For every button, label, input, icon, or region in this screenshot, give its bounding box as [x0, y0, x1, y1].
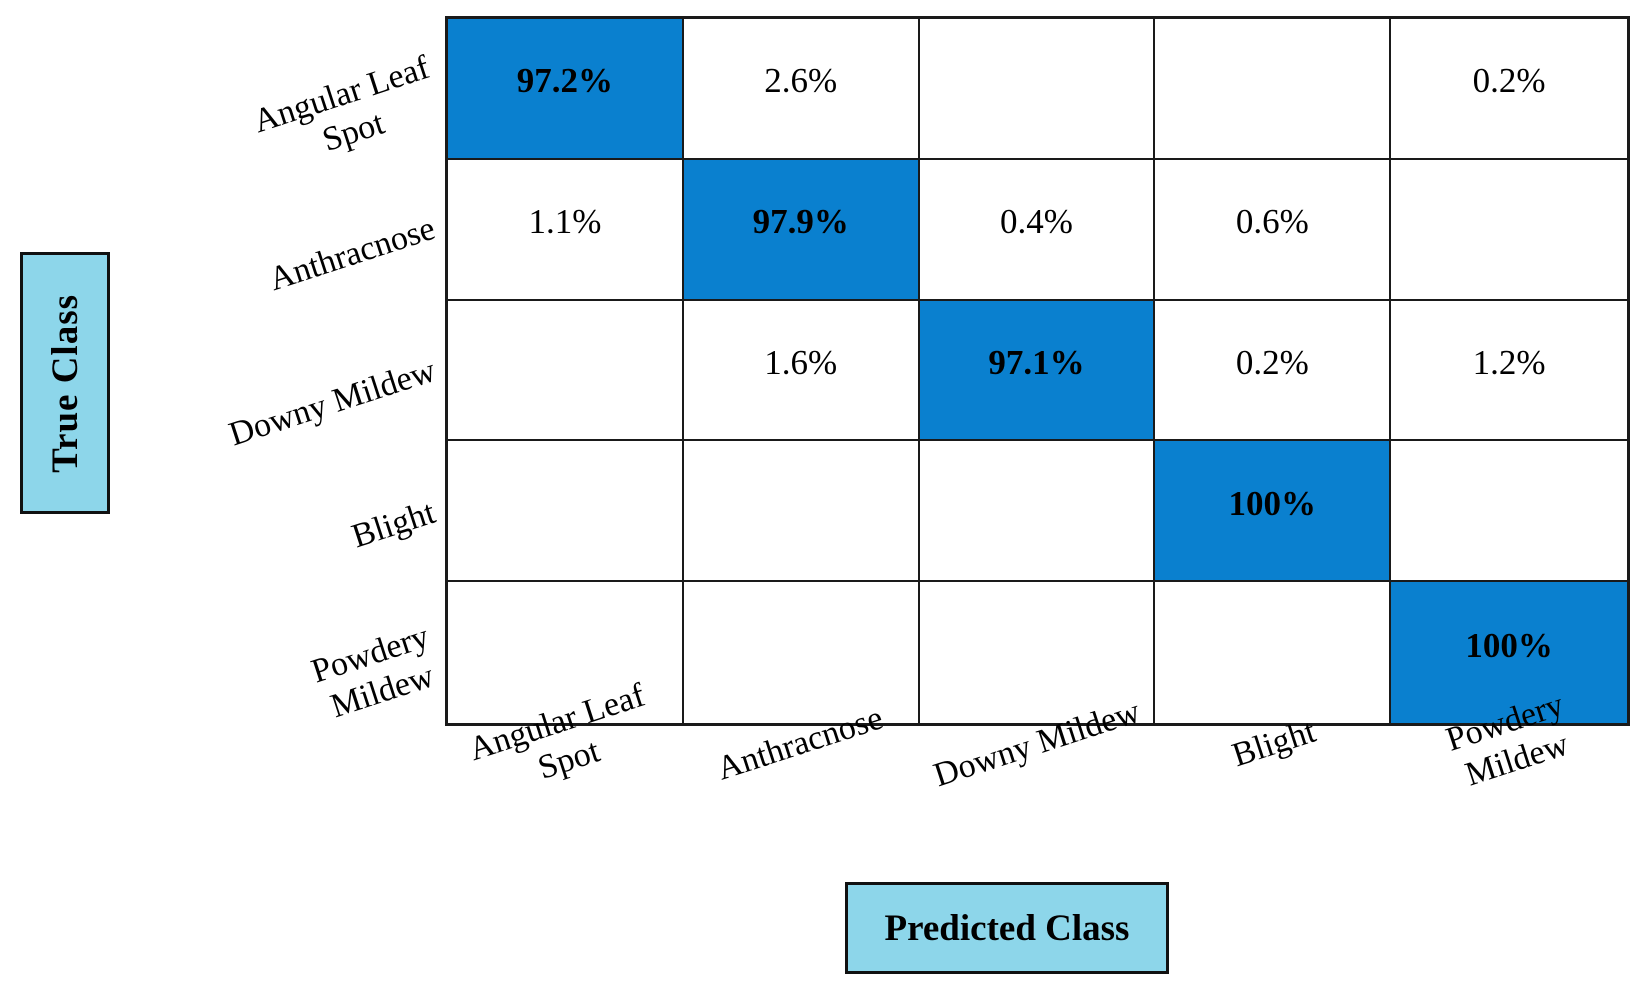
matrix-cell: 1.1% [448, 159, 684, 301]
matrix-cell [1155, 19, 1392, 160]
matrix-cell: 100% [1391, 582, 1627, 723]
matrix-cell: 2.6% [683, 19, 920, 160]
row-tick-label: Powdery Mildew [307, 617, 439, 726]
matrix-cell: 0.2% [1155, 300, 1392, 442]
matrix-cell: 97.2% [448, 19, 684, 160]
matrix-cell: 0.2% [1391, 19, 1627, 160]
matrix-cell [1391, 159, 1627, 301]
matrix-cell [919, 19, 1156, 160]
predicted-class-label-box: Predicted Class [845, 882, 1169, 974]
matrix-cell: 97.1% [919, 300, 1156, 442]
confusion-matrix-grid: 97.2% 2.6% 0.2% 1.1% 97.9% 0.4% 0.6% 1.6… [445, 16, 1630, 726]
row-tick-label: Angular Leaf Spot [248, 48, 434, 160]
row-tick-label: Blight [347, 493, 440, 556]
y-axis-title: True Class [44, 293, 86, 473]
matrix-cell: 100% [1155, 441, 1392, 583]
true-class-label-box: True Class [20, 252, 110, 514]
matrix-cell [919, 441, 1156, 583]
matrix-cell: 97.9% [683, 159, 920, 301]
matrix-cell [448, 300, 684, 442]
matrix-cell [683, 582, 920, 723]
matrix-cell: 0.6% [1155, 159, 1392, 301]
matrix-cell: 1.2% [1391, 300, 1627, 442]
matrix-cell [1391, 441, 1627, 583]
matrix-cell [919, 582, 1156, 723]
matrix-cell [448, 582, 684, 723]
row-tick-label: Anthracnose [264, 209, 440, 299]
matrix-cell [1155, 582, 1392, 723]
row-tick-label: Downy Mildew [224, 351, 440, 454]
matrix-cell: 0.4% [919, 159, 1156, 301]
matrix-cell: 1.6% [683, 300, 920, 442]
matrix-cell [683, 441, 920, 583]
matrix-cell [448, 441, 684, 583]
x-axis-title: Predicted Class [884, 907, 1130, 949]
